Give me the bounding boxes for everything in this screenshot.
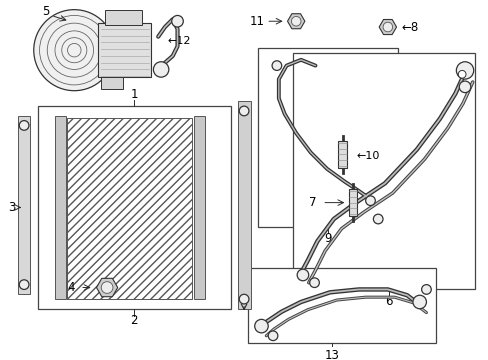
Bar — [247, 268, 435, 343]
Polygon shape — [96, 278, 118, 297]
Circle shape — [309, 278, 319, 288]
Text: 13: 13 — [324, 348, 339, 360]
Circle shape — [153, 62, 168, 77]
Circle shape — [455, 62, 473, 79]
Circle shape — [457, 71, 465, 78]
Text: 3: 3 — [8, 201, 15, 214]
Bar — [101, 77, 122, 89]
Bar — [98, 23, 151, 77]
Bar — [38, 106, 230, 309]
Circle shape — [271, 61, 281, 71]
Circle shape — [412, 295, 426, 309]
Polygon shape — [287, 14, 304, 29]
Circle shape — [267, 331, 277, 341]
Circle shape — [239, 106, 248, 116]
Bar — [348, 189, 357, 216]
Polygon shape — [378, 19, 396, 35]
Circle shape — [239, 294, 248, 304]
Text: 2: 2 — [130, 314, 138, 327]
Text: 4: 4 — [67, 281, 75, 294]
Text: ←10: ←10 — [355, 151, 379, 161]
Bar — [18, 116, 30, 294]
Circle shape — [34, 10, 115, 91]
Circle shape — [291, 17, 300, 26]
Circle shape — [382, 22, 392, 32]
Text: 11: 11 — [249, 15, 264, 28]
Bar — [55, 116, 65, 299]
Bar — [238, 101, 250, 309]
Text: 9: 9 — [323, 232, 331, 245]
Text: 1: 1 — [130, 88, 138, 101]
Bar — [194, 116, 204, 299]
Bar — [105, 10, 142, 25]
Text: ←8: ←8 — [401, 21, 418, 33]
Circle shape — [254, 319, 267, 333]
Circle shape — [19, 121, 29, 130]
Circle shape — [373, 214, 382, 224]
Circle shape — [421, 285, 430, 294]
Bar — [66, 118, 192, 299]
Bar — [338, 141, 346, 168]
Circle shape — [19, 280, 29, 289]
Circle shape — [101, 282, 113, 293]
Circle shape — [365, 196, 375, 206]
Circle shape — [171, 15, 183, 27]
Text: 7: 7 — [308, 196, 316, 209]
Text: ←12: ←12 — [167, 36, 191, 45]
Text: 5: 5 — [41, 5, 49, 18]
Text: 6: 6 — [384, 294, 392, 307]
Bar — [257, 48, 397, 227]
Circle shape — [297, 269, 308, 281]
Bar — [293, 53, 474, 289]
Circle shape — [458, 81, 470, 93]
